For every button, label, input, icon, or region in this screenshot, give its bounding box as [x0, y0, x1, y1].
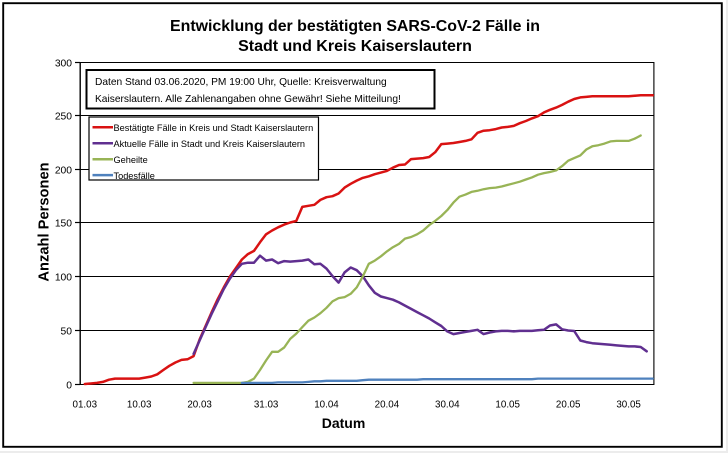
svg-text:10.03: 10.03 — [127, 400, 152, 411]
svg-text:Anzahl Personen: Anzahl Personen — [37, 162, 53, 281]
svg-text:31.03: 31.03 — [254, 400, 279, 411]
svg-text:Aktuelle Fälle in Stadt und Kr: Aktuelle Fälle in Stadt und Kreis Kaiser… — [114, 139, 306, 149]
svg-text:100: 100 — [55, 273, 72, 284]
svg-text:Entwicklung der bestätigten SA: Entwicklung der bestätigten SARS-CoV-2 F… — [170, 18, 540, 35]
svg-text:50: 50 — [61, 327, 73, 338]
svg-text:Todesfälle: Todesfälle — [114, 171, 155, 181]
svg-text:Kaiserslautern. Alle Zahlenang: Kaiserslautern. Alle Zahlenangaben ohne … — [95, 94, 401, 105]
svg-text:20.04: 20.04 — [375, 400, 400, 411]
svg-text:30.05: 30.05 — [616, 400, 641, 411]
svg-text:Bestätigte Fälle in Kreis und: Bestätigte Fälle in Kreis und Stadt Kais… — [114, 123, 314, 133]
svg-text:30.04: 30.04 — [435, 400, 460, 411]
svg-text:01.03: 01.03 — [73, 400, 98, 411]
svg-text:200: 200 — [55, 166, 72, 177]
svg-text:20.05: 20.05 — [556, 400, 581, 411]
svg-text:250: 250 — [55, 112, 72, 123]
svg-text:150: 150 — [55, 219, 72, 230]
svg-text:20.03: 20.03 — [187, 400, 212, 411]
svg-text:10.05: 10.05 — [495, 400, 520, 411]
svg-text:Geheilte: Geheilte — [114, 155, 148, 165]
svg-text:300: 300 — [55, 59, 72, 70]
svg-text:10.04: 10.04 — [314, 400, 339, 411]
svg-text:Daten Stand 03.06.2020, PM 19:: Daten Stand 03.06.2020, PM 19:00 Uhr, Qu… — [95, 77, 387, 88]
svg-text:Datum: Datum — [322, 415, 366, 431]
svg-text:Stadt und Kreis Kaiserslautern: Stadt und Kreis Kaiserslautern — [238, 38, 472, 55]
svg-text:0: 0 — [66, 381, 72, 392]
